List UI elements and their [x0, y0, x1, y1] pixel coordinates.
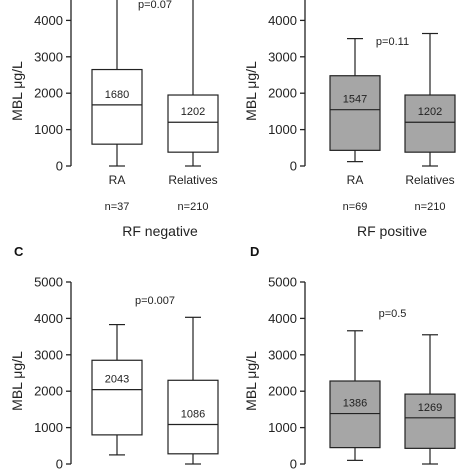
y-axis-label: MBL μg/L	[243, 61, 259, 121]
y-tick-label: 4000	[34, 311, 63, 326]
y-tick-label: 2000	[268, 86, 297, 101]
y-tick-label: 1000	[34, 420, 63, 435]
sample-size-label: n=210	[178, 201, 209, 213]
y-tick-label: 3000	[34, 347, 63, 362]
median-label: 1269	[418, 402, 442, 414]
y-tick-label: 4000	[268, 13, 297, 28]
box-iqr	[329, 75, 381, 151]
y-axis-label: MBL μg/L	[9, 351, 25, 411]
y-tick-label: 4000	[34, 13, 63, 28]
box-2: 1202 Relatives n=210	[404, 32, 456, 213]
panels: 0 1000 2000 3000 4000 MBL μg/L p=0.07 1680 RA n=3…	[9, 0, 456, 472]
y-tick-label: 5000	[34, 275, 63, 290]
median-label: 1680	[105, 89, 129, 101]
p-value-label: p=0.11	[376, 36, 409, 48]
median-label: 1386	[343, 398, 367, 410]
y-tick-label: 0	[56, 159, 63, 174]
y-tick-label: 1000	[268, 420, 297, 435]
box-plot-panel-3: C 0 1000 2000 3000 4000 5000 MBL μg/L p=0.007 204…	[9, 244, 219, 472]
box-1: 2043	[91, 323, 143, 456]
y-tick-label: 5000	[268, 275, 297, 290]
box-iqr	[91, 68, 143, 145]
y-axis-label: MBL μg/L	[243, 351, 259, 411]
box-iqr	[167, 94, 219, 153]
group-label-rf-negative: RF negative	[122, 223, 198, 239]
y-tick-label: 1000	[34, 122, 63, 137]
y-tick-label: 0	[290, 457, 297, 472]
category-label: RA	[347, 173, 364, 187]
p-value-label: p=0.007	[135, 295, 175, 307]
box-1: 1680 RA n=37	[91, 0, 143, 213]
panel-letter: D	[250, 244, 259, 259]
median-label: 2043	[105, 374, 129, 386]
category-label: RA	[109, 173, 126, 187]
box-1: 1547 RA n=69	[329, 37, 381, 213]
panel-letter: C	[14, 244, 24, 259]
box-2: 1269	[404, 334, 456, 465]
group-label-rf-positive: RF positive	[357, 223, 427, 239]
y-tick-label: 2000	[34, 384, 63, 399]
median-label: 1202	[181, 106, 205, 118]
median-label: 1202	[418, 106, 442, 118]
median-label: 1086	[181, 408, 205, 420]
box-iqr	[404, 94, 456, 153]
y-tick-label: 0	[290, 159, 297, 174]
y-tick-label: 3000	[34, 49, 63, 64]
box-iqr	[404, 393, 456, 449]
y-tick-label: 3000	[268, 49, 297, 64]
y-axis-label: MBL μg/L	[9, 61, 25, 121]
y-tick-label: 2000	[34, 86, 63, 101]
sample-size-label: n=210	[415, 201, 446, 213]
category-label: Relatives	[405, 173, 454, 187]
box-iqr	[167, 379, 219, 455]
box-1: 1386	[329, 330, 381, 461]
y-tick-label: 1000	[268, 122, 297, 137]
box-plot-panel-4: D 0 1000 2000 3000 4000 5000 MBL μg/L p=0.5 1386 1…	[243, 244, 456, 472]
median-label: 1547	[343, 94, 367, 106]
y-tick-label: 3000	[268, 347, 297, 362]
sample-size-label: n=69	[343, 201, 368, 213]
y-tick-label: 4000	[268, 311, 297, 326]
category-label: Relatives	[168, 173, 217, 187]
y-tick-label: 0	[56, 457, 63, 472]
box-plot-panel-1: 0 1000 2000 3000 4000 MBL μg/L p=0.07 1680 RA n=3…	[9, 0, 219, 213]
box-iqr	[329, 380, 381, 449]
box-plot-panel-2: 0 1000 2000 3000 4000 MBL μg/L p=0.11 1547 RA n=6…	[243, 0, 456, 213]
box-2: 1202 Relatives n=210	[167, 0, 219, 213]
sample-size-label: n=37	[105, 201, 130, 213]
box-2: 1086	[167, 316, 219, 465]
y-tick-label: 2000	[268, 384, 297, 399]
box-iqr	[91, 359, 143, 436]
p-value-label: p=0.07	[138, 0, 172, 11]
p-value-label: p=0.5	[379, 308, 407, 320]
